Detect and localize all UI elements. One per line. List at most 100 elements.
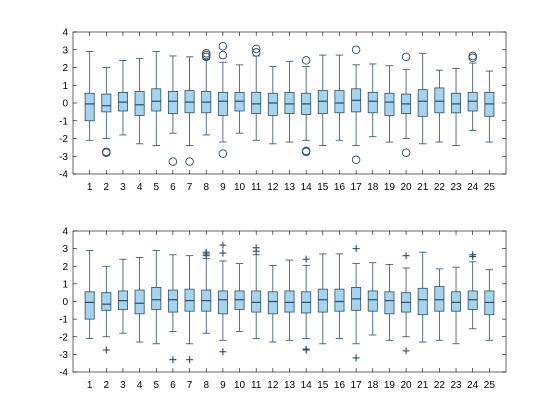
x-tick-label: 14 (301, 380, 313, 391)
iqr-box (101, 93, 112, 113)
iqr-box (417, 89, 428, 117)
box-22 (434, 268, 445, 341)
x-tick-label: 10 (234, 182, 246, 193)
iqr-box (317, 288, 328, 313)
x-tick-label: 25 (484, 380, 496, 391)
iqr-box (134, 289, 145, 315)
box-3 (117, 60, 128, 136)
x-tick-label: 11 (251, 182, 262, 193)
x-tick-label: 2 (104, 380, 110, 391)
x-tick-label: 6 (170, 182, 176, 193)
x-tick-label: 9 (220, 380, 226, 391)
outlier-point (468, 53, 477, 62)
box-6 (167, 254, 178, 364)
outlier-point (202, 248, 210, 256)
outlier-point (218, 50, 228, 60)
x-tick-label: 5 (153, 380, 159, 391)
box-1 (84, 249, 95, 339)
iqr-box (284, 91, 295, 115)
x-tick-label: 21 (417, 380, 429, 391)
box-8 (201, 49, 212, 136)
x-tick-label: 10 (234, 380, 246, 391)
iqr-box (217, 91, 228, 116)
box-6 (167, 55, 178, 166)
x-tick-label: 9 (220, 182, 226, 193)
outlier-point (218, 149, 228, 158)
box-5 (151, 249, 162, 345)
outlier-point (252, 244, 260, 252)
outlier-point (219, 249, 227, 257)
outlier-point (219, 348, 227, 356)
box-24 (467, 251, 478, 330)
iqr-box (434, 286, 445, 312)
x-tick-label: 12 (267, 182, 279, 193)
box-23 (451, 67, 462, 147)
y-tick-label: -3 (59, 152, 68, 163)
box-8 (201, 248, 212, 334)
outlier-point (102, 346, 110, 354)
x-tick-label: 18 (367, 380, 379, 391)
box-4 (134, 257, 145, 343)
x-tick-label: 17 (351, 182, 363, 193)
box-20 (401, 252, 412, 355)
x-tick-label: 13 (284, 182, 296, 193)
y-tick-label: -2 (59, 332, 68, 343)
box-21 (417, 52, 428, 145)
iqr-box (267, 291, 278, 315)
x-tick-label: 24 (467, 380, 479, 391)
box-9 (217, 41, 228, 158)
outlier-point (352, 245, 360, 253)
box-22 (434, 69, 445, 143)
iqr-box (284, 290, 295, 313)
outlier-point (402, 252, 410, 260)
iqr-box (367, 91, 378, 114)
x-tick-label: 22 (434, 380, 446, 391)
box-14 (301, 255, 312, 354)
outlier-point (218, 41, 228, 51)
x-tick-label: 20 (401, 380, 413, 391)
iqr-box (84, 291, 95, 320)
iqr-box (417, 287, 428, 316)
outlier-point (102, 148, 111, 157)
y-tick-label: -2 (59, 134, 68, 145)
y-tick-label: 3 (62, 244, 68, 255)
x-tick-label: 8 (203, 182, 209, 193)
outlier-point (168, 157, 178, 166)
box-1 (84, 51, 95, 141)
outlier-point (301, 147, 311, 157)
y-tick-label: 3 (62, 45, 68, 56)
outlier-point (219, 241, 227, 249)
box-15 (317, 54, 328, 147)
box-14 (301, 56, 312, 157)
x-tick-label: 8 (203, 380, 209, 391)
outlier-point (185, 157, 194, 166)
x-tick-label: 5 (153, 182, 159, 193)
box-18 (367, 63, 378, 138)
y-tick-label: 1 (62, 81, 68, 92)
y-tick-label: 4 (62, 227, 68, 238)
box-4 (134, 58, 145, 145)
iqr-box (251, 91, 262, 115)
box-16 (334, 253, 345, 339)
box-7 (184, 56, 195, 166)
box-21 (417, 251, 428, 343)
iqr-box (267, 92, 278, 116)
outlier-point (169, 356, 177, 364)
iqr-box (84, 92, 95, 122)
iqr-box (317, 90, 328, 115)
x-tick-label: 19 (384, 380, 396, 391)
box-17 (351, 45, 362, 165)
outlier-point (351, 155, 361, 165)
iqr-box (384, 92, 395, 116)
outlier-point (201, 50, 211, 60)
x-tick-label: 11 (251, 380, 262, 391)
x-tick-label: 7 (187, 380, 193, 391)
y-tick-label: 0 (62, 99, 68, 110)
x-tick-label: 16 (334, 380, 346, 391)
y-tick-label: -3 (59, 350, 68, 361)
x-tick-label: 21 (417, 182, 429, 193)
x-tick-label: 7 (187, 182, 193, 193)
iqr-box (167, 91, 178, 115)
box-13 (284, 259, 295, 341)
